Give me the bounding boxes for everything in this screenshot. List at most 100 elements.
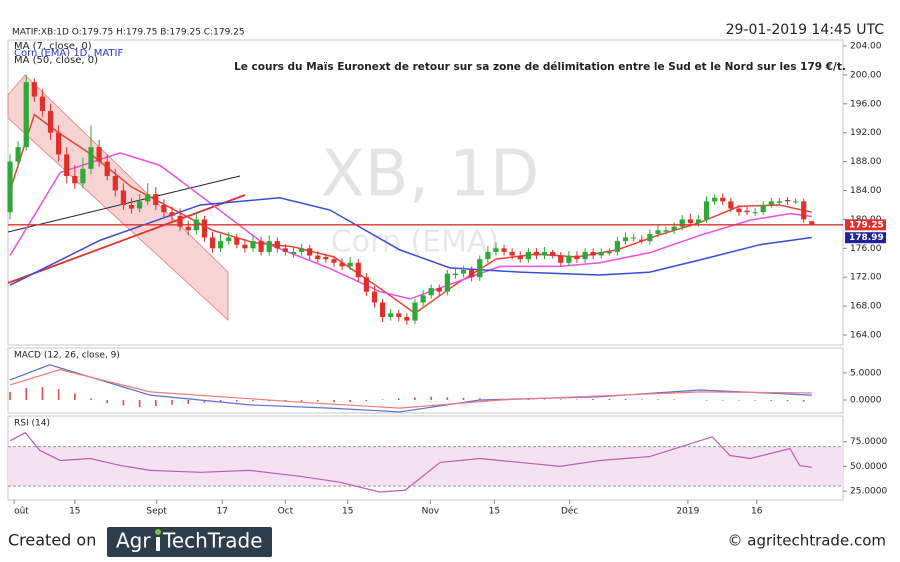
candle-body [234, 237, 240, 245]
candle-body [428, 288, 434, 296]
candle-body [64, 154, 70, 177]
y-tick-label: 0.0000 [850, 396, 882, 406]
candle-body [687, 219, 693, 224]
x-tick-label: 15 [69, 507, 80, 517]
candle-body [533, 251, 540, 256]
candle-body [776, 201, 783, 203]
candle-body [226, 237, 232, 242]
candle-body [558, 255, 564, 263]
logo-text: Agr [116, 529, 151, 553]
candle-body [582, 251, 588, 260]
y-tick-label: 188.00 [850, 157, 882, 167]
candle-body [444, 273, 450, 292]
candle-body [679, 219, 685, 227]
y-tick-label: 25.0000 [850, 487, 887, 497]
x-tick-label: 17 [216, 507, 227, 517]
candle-body [760, 204, 766, 213]
candle-body [339, 262, 345, 267]
candle-body [201, 219, 207, 238]
candle-body [137, 201, 143, 209]
candle-body [282, 248, 288, 252]
candle-body [355, 262, 361, 278]
x-tick-label: 15 [489, 507, 500, 517]
y-tick-label: 164.00 [850, 331, 882, 341]
x-tick-label: oût [14, 507, 29, 517]
y-tick-label: 196.00 [850, 99, 882, 109]
chart-title: Le cours du Maïs Euronext de retour sur … [234, 61, 846, 73]
candle-body [15, 147, 21, 162]
created-on: Created on [8, 531, 96, 550]
candle-body [404, 316, 410, 321]
candle-body [315, 255, 321, 260]
candle-body [104, 161, 110, 177]
candle-body [331, 259, 337, 263]
price-tag-label: 179.25 [849, 220, 884, 230]
candle-body [258, 241, 264, 252]
candle-body [703, 201, 710, 220]
candle-body [153, 194, 159, 205]
candle-body [112, 176, 118, 191]
rsi-line [9, 432, 812, 493]
watermark: Corn (EMA) [331, 225, 499, 260]
x-tick-label: 2019 [676, 507, 699, 517]
candle-body [7, 161, 13, 213]
candle-body [809, 221, 815, 225]
candle-body [736, 208, 742, 213]
candle-body [209, 237, 216, 249]
candle-body [161, 204, 167, 213]
price-tag-label: 178.99 [849, 233, 884, 243]
candle-body [31, 82, 37, 97]
candle-body [720, 197, 726, 202]
y-tick-label: 5.0000 [850, 368, 882, 378]
candle-body [728, 201, 734, 209]
candle-body [420, 295, 426, 303]
x-tick-label: 16 [751, 507, 763, 517]
x-tick-label: Nov [422, 507, 440, 517]
candle-body [768, 201, 774, 205]
y-tick-label: 204.00 [850, 41, 882, 51]
candle-body [566, 255, 572, 263]
candle-body [47, 111, 54, 133]
x-tick-label: Déc [561, 506, 578, 517]
candle-body [477, 259, 483, 278]
candle-body [145, 194, 151, 202]
candle-body [606, 251, 612, 254]
legend-entry: Corn (EMA) 1D, MATIF [14, 48, 123, 59]
y-tick-label: 184.00 [850, 186, 882, 196]
site: © agritechtrade.com [728, 532, 886, 550]
legend-entry: MA (7, close, 0) [14, 41, 92, 52]
candle-body [388, 313, 394, 317]
y-tick-label: 200.00 [850, 70, 882, 80]
x-tick-label: Sept [146, 507, 167, 517]
candle-body [56, 132, 62, 155]
candle-body [541, 251, 548, 256]
macd-label: MACD (12, 26, close, 9) [14, 351, 120, 361]
logo-box [107, 527, 272, 557]
candle-body [647, 233, 653, 242]
moving-average [9, 196, 812, 286]
candle-body [80, 168, 86, 184]
candle-body [412, 302, 418, 321]
candle-body [631, 237, 637, 239]
candle-body [590, 251, 596, 256]
candle-body [274, 241, 280, 249]
candle-body [712, 197, 718, 202]
candle-body [452, 273, 459, 276]
candle-body [307, 248, 313, 256]
candle-body [290, 251, 297, 255]
candle-body [469, 269, 475, 278]
candle-body [598, 251, 604, 256]
candle-body [671, 226, 677, 231]
logo-icon [156, 537, 160, 551]
candle-body [177, 215, 183, 227]
candle-body [793, 201, 799, 203]
candle-body [23, 82, 29, 148]
candle-body [460, 269, 467, 274]
candle-body [695, 219, 702, 224]
logo-icon [155, 529, 161, 535]
candle-body [128, 204, 135, 209]
candle-body [185, 226, 191, 231]
candle-body [371, 291, 378, 303]
legend-entry: MA (50, close, 0) [14, 55, 98, 66]
